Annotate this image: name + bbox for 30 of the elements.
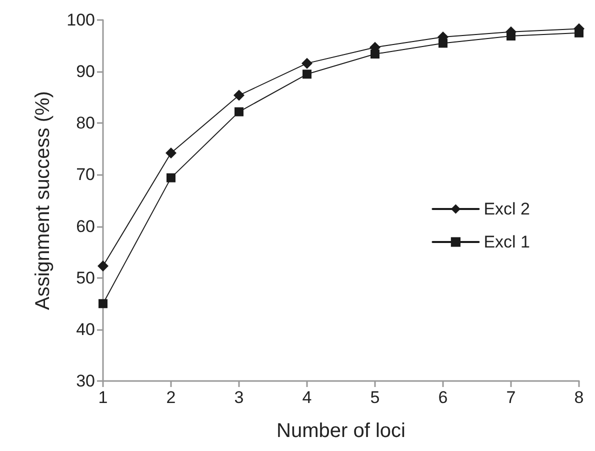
point [302, 58, 312, 69]
legend-label: Excl 1 [484, 232, 530, 252]
y-tick-label: 90 [76, 62, 95, 82]
y-tick-label: 80 [76, 114, 95, 133]
x-tick-label: 1 [98, 388, 108, 407]
x-tick-label: 7 [506, 388, 516, 407]
legend-label: Excl 2 [484, 200, 530, 218]
x-axis-title: Number of loci [276, 420, 406, 442]
y-tick-label: 100 [66, 10, 95, 30]
point [370, 50, 380, 59]
x-tick-label: 6 [438, 388, 448, 407]
point [234, 90, 244, 101]
point [166, 173, 176, 182]
x-tick-label: 8 [574, 388, 584, 407]
x-tick-label: 5 [370, 388, 380, 407]
x-tick-label: 3 [234, 388, 244, 407]
point [438, 38, 448, 48]
y-axis-title: Assignment success (%) [32, 91, 54, 310]
y-tick-label: 50 [76, 268, 95, 288]
y-tick-label: 60 [76, 216, 95, 236]
y-tick-label: 30 [76, 372, 95, 390]
x-tick-label: 2 [166, 388, 176, 407]
x-tick-label: 4 [302, 388, 312, 407]
point [234, 107, 244, 116]
point [98, 260, 108, 272]
point [166, 148, 176, 159]
point [302, 70, 312, 79]
y-tick-label: 40 [76, 320, 95, 339]
y-tick-label: 70 [76, 165, 95, 184]
point [98, 299, 108, 308]
